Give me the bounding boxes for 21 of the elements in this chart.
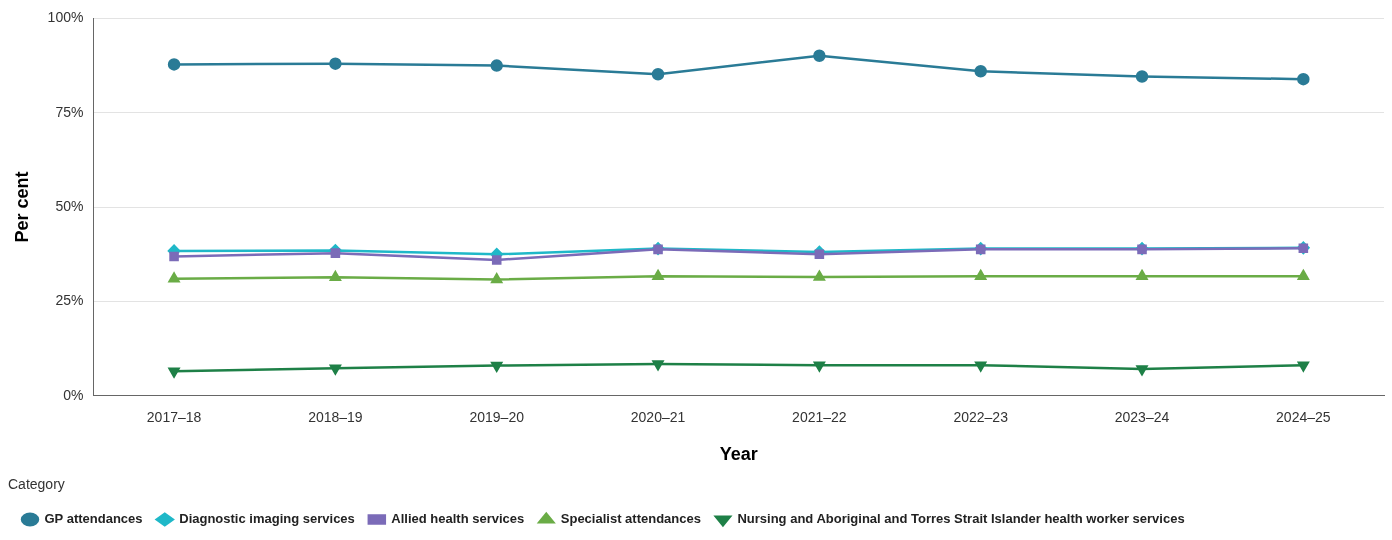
x-tick-label: 2017–18 bbox=[146, 409, 202, 426]
x-tick-label: 2021–22 bbox=[792, 409, 847, 426]
legend-label: Diagnostic imaging services bbox=[179, 511, 355, 527]
y-tick-label: 100% bbox=[47, 9, 84, 26]
legend-title: Category bbox=[8, 476, 65, 493]
legend-label: GP attendances bbox=[44, 511, 143, 527]
legend-label: Nursing and Aboriginal and Torres Strait Islander health worker services bbox=[737, 511, 1185, 527]
x-tick-label: 2020–21 bbox=[630, 409, 686, 426]
x-tick-label: 2018–19 bbox=[308, 409, 363, 426]
y-tick-label: 50% bbox=[55, 197, 84, 214]
x-axis-title: Year bbox=[719, 444, 758, 465]
legend-label: Allied health services bbox=[391, 511, 525, 527]
x-tick-label: 2022–23 bbox=[953, 409, 1009, 426]
x-tick-label: 2024–25 bbox=[1276, 409, 1331, 426]
y-tick-label: 75% bbox=[55, 103, 84, 120]
legend-label: Specialist attendances bbox=[560, 511, 701, 527]
x-tick-label: 2019–20 bbox=[469, 409, 525, 426]
y-tick-label: 0% bbox=[63, 386, 84, 403]
y-tick-label: 25% bbox=[55, 292, 84, 309]
y-axis-title: Per cent bbox=[11, 171, 32, 243]
x-tick-label: 2023–24 bbox=[1114, 409, 1170, 426]
